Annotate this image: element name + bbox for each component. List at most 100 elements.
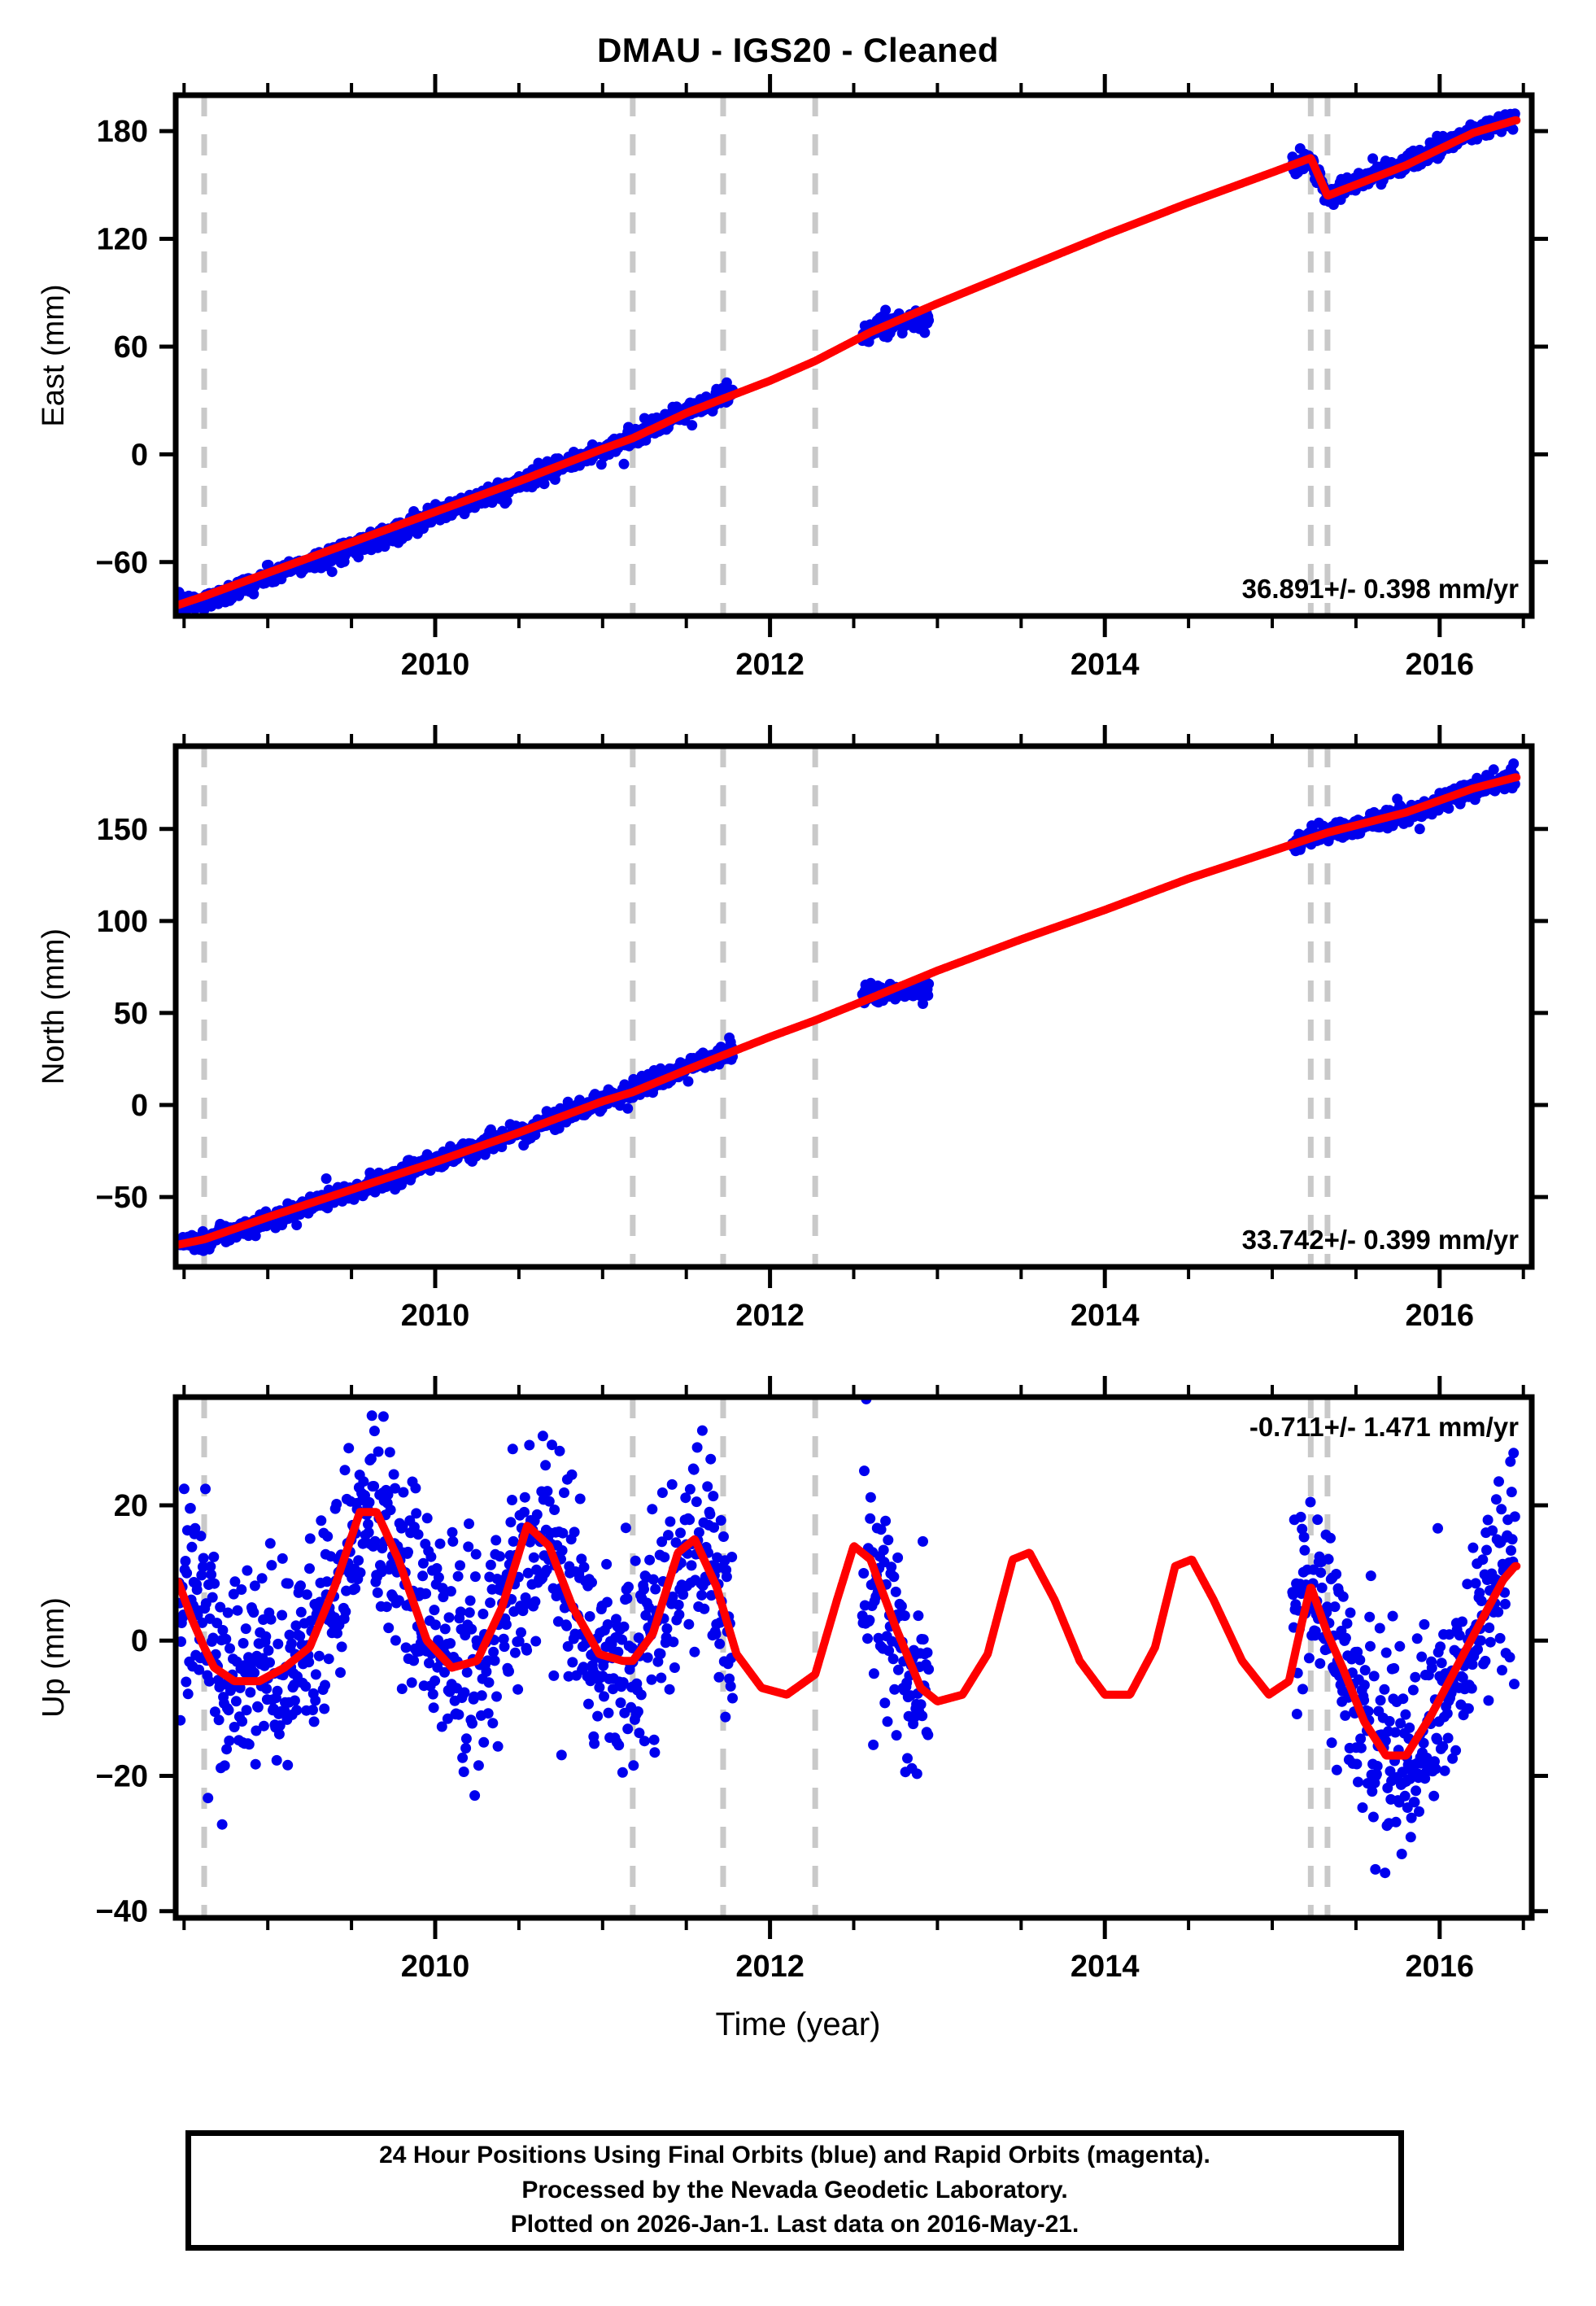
data-point — [295, 1580, 306, 1592]
data-point — [548, 1670, 560, 1681]
data-point — [923, 1664, 935, 1675]
data-point — [464, 1595, 476, 1606]
data-point — [487, 1718, 499, 1729]
data-point — [321, 1173, 332, 1184]
data-point — [245, 1687, 256, 1698]
data-point — [1298, 1531, 1310, 1543]
data-point — [1476, 1596, 1487, 1606]
x-axis-tick-label: 2014 — [1071, 648, 1140, 682]
data-point — [1312, 1514, 1323, 1526]
data-point — [887, 1653, 899, 1665]
x-axis-tick-label: 2016 — [1406, 1950, 1475, 1984]
data-point — [310, 1695, 321, 1706]
data-point — [403, 1546, 413, 1557]
data-point — [256, 1573, 268, 1584]
data-point — [1331, 1569, 1342, 1579]
data-point — [1340, 1632, 1351, 1644]
data-point — [504, 1666, 514, 1677]
data-point — [1325, 1532, 1336, 1544]
data-point — [715, 1515, 726, 1526]
data-point — [1443, 803, 1454, 814]
page-title: DMAU - IGS20 - Cleaned — [596, 31, 1000, 69]
data-point — [1485, 1636, 1496, 1648]
data-point — [1508, 1448, 1520, 1459]
data-point — [862, 1633, 873, 1644]
data-point — [477, 1609, 489, 1619]
data-point — [303, 1657, 315, 1668]
y-axis-label: North (mm) — [37, 928, 71, 1085]
data-points — [176, 1397, 1520, 1879]
data-point — [1398, 1693, 1409, 1705]
data-point — [528, 1552, 539, 1563]
data-point — [248, 1607, 259, 1618]
data-point — [1315, 1657, 1326, 1669]
data-point — [429, 1605, 440, 1616]
data-point — [1331, 1764, 1342, 1775]
data-point — [181, 1676, 192, 1688]
data-point — [673, 1599, 684, 1610]
data-point — [556, 1545, 568, 1556]
y-axis-tick-label: −40 — [96, 1895, 148, 1929]
data-point — [447, 1535, 459, 1547]
data-point — [521, 1644, 533, 1656]
data-point — [377, 1411, 389, 1422]
data-point — [687, 420, 698, 431]
data-point — [489, 1655, 500, 1666]
data-point — [358, 1476, 369, 1487]
data-point — [1450, 1745, 1462, 1756]
x-axis-tick-label: 2010 — [401, 648, 470, 682]
data-point — [300, 1681, 312, 1692]
data-point — [865, 1513, 876, 1524]
data-point — [219, 1760, 230, 1771]
data-point — [277, 1609, 288, 1621]
data-point — [1482, 1514, 1494, 1526]
data-point — [675, 1527, 686, 1539]
data-point — [460, 1733, 472, 1745]
data-point — [1466, 1683, 1477, 1694]
data-point — [388, 1469, 399, 1480]
data-point — [594, 1682, 605, 1693]
data-point — [384, 1447, 395, 1458]
data-point — [721, 1571, 732, 1583]
data-point — [238, 1638, 249, 1649]
data-point — [421, 1588, 432, 1599]
data-point — [326, 566, 338, 578]
data-point — [473, 1760, 484, 1771]
data-point — [569, 1526, 580, 1538]
data-point — [222, 1607, 233, 1618]
data-point — [425, 1551, 437, 1562]
data-point — [714, 1638, 726, 1649]
x-axis-tick-label: 2012 — [735, 1950, 805, 1984]
data-point — [592, 1710, 604, 1722]
data-point — [1484, 1622, 1495, 1633]
data-point — [286, 1638, 297, 1649]
data-point — [1305, 1496, 1316, 1508]
data-point — [554, 1445, 565, 1457]
data-point — [350, 1583, 361, 1594]
data-point — [1375, 1695, 1386, 1706]
data-point — [316, 1515, 327, 1526]
data-point — [322, 1531, 334, 1542]
data-point — [261, 1683, 273, 1694]
data-point — [383, 1622, 395, 1634]
data-point — [291, 1705, 303, 1716]
data-point — [213, 1714, 225, 1726]
y-axis-tick-label: −20 — [96, 1759, 148, 1793]
data-point — [1371, 1761, 1383, 1771]
data-point — [1354, 1654, 1366, 1666]
data-point — [266, 1560, 277, 1571]
data-point — [868, 1668, 879, 1679]
caption-line-3: Plotted on 2026-Jan-1. Last data on 2016… — [510, 2211, 1079, 2238]
data-point — [439, 1623, 451, 1635]
y-axis-tick-label: 20 — [114, 1489, 148, 1523]
data-point — [618, 1621, 630, 1632]
data-point — [1364, 1611, 1376, 1622]
data-point — [507, 1495, 517, 1505]
data-point — [491, 1691, 502, 1702]
data-point — [1506, 1487, 1517, 1498]
data-point — [1370, 1863, 1381, 1875]
data-point — [443, 1612, 455, 1623]
data-point — [899, 1610, 910, 1622]
y-axis-label: Up (mm) — [37, 1597, 71, 1718]
data-point — [617, 1767, 628, 1778]
